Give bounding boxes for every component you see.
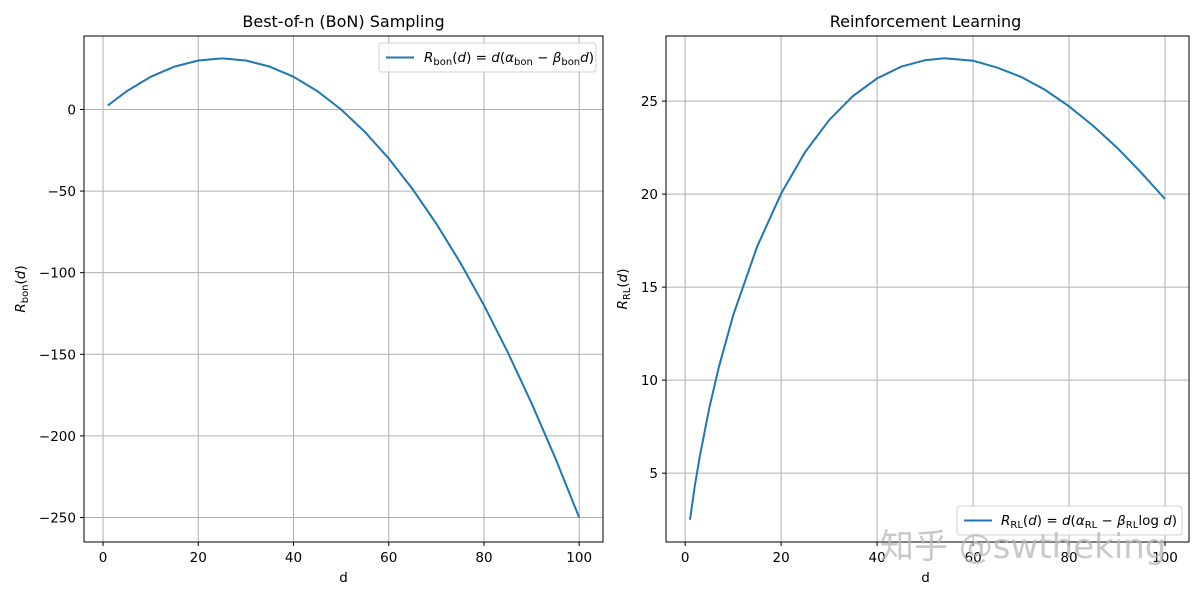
x-tick-label: 40 (869, 550, 886, 566)
right-gridlines (666, 36, 1189, 542)
watermark-text: 知乎 @swtheking (880, 527, 1166, 567)
y-tick-label: −150 (39, 347, 76, 363)
x-tick-label: 100 (1152, 550, 1178, 566)
right-x-axis-label: d (921, 570, 930, 586)
y-tick-label: −250 (39, 511, 76, 527)
x-tick-label: 40 (285, 550, 302, 566)
y-tick-label: 10 (641, 373, 658, 389)
left-y-axis-label: Rbon(d) (13, 265, 31, 312)
bon-reward-curve (107, 57, 581, 518)
right-chart: Reinforcement Learning 0 20 40 60 80 100 5 10 15… (615, 12, 1190, 586)
left-x-axis-label: d (339, 570, 348, 586)
right-legend-label: RRL(d) = d(αRL − βRLlog d) (1001, 513, 1177, 531)
right-chart-title: Reinforcement Learning (830, 12, 1022, 31)
x-tick-label: 0 (99, 550, 108, 566)
y-tick-label: −50 (48, 184, 77, 200)
left-axes-frame (83, 35, 604, 543)
x-tick-label: 0 (681, 550, 690, 566)
left-chart-title: Best-of-n (BoN) Sampling (242, 12, 444, 31)
right-axes-frame (665, 35, 1190, 543)
y-tick-label: 20 (641, 187, 658, 203)
left-tick-labels: 0 20 40 60 80 100 0 −50 −100 −150 −200 −250 (39, 102, 592, 566)
y-tick-label: 25 (641, 94, 658, 110)
y-tick-label: −100 (39, 266, 76, 282)
x-tick-label: 60 (380, 550, 397, 566)
rl-reward-curve (689, 57, 1166, 520)
right-legend: RRL(d) = d(αRL − βRLlog d) (956, 505, 1183, 536)
y-tick-label: 15 (641, 280, 658, 296)
x-tick-label: 20 (190, 550, 207, 566)
x-tick-label: 20 (773, 550, 790, 566)
right-y-axis-label: RRL(d) (615, 268, 633, 309)
x-tick-label: 60 (964, 550, 981, 566)
left-chart: Best-of-n (BoN) Sampling 0 20 40 60 80 100 0 −5… (13, 12, 604, 586)
x-tick-label: 100 (566, 550, 592, 566)
right-tick-labels: 0 20 40 60 80 100 5 10 15 20 25 (641, 94, 1178, 566)
left-legend-label: Rbon(d) = d(αbon − βbond) (424, 50, 594, 68)
left-gridlines (84, 36, 603, 542)
left-legend: Rbon(d) = d(αbon − βbond) (378, 42, 597, 73)
x-tick-label: 80 (1060, 550, 1077, 566)
y-tick-label: 0 (67, 102, 76, 118)
y-tick-label: −200 (39, 429, 76, 445)
y-tick-label: 5 (649, 466, 658, 482)
x-tick-label: 80 (475, 550, 492, 566)
